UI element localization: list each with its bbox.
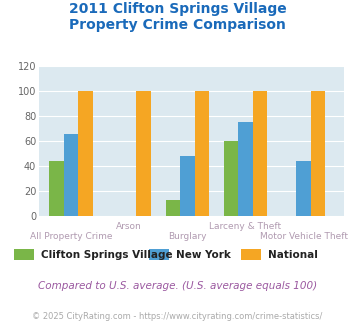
Bar: [311, 91, 326, 216]
Bar: [180, 156, 195, 216]
Text: National: National: [268, 250, 318, 260]
Bar: [64, 134, 78, 216]
Bar: [165, 200, 180, 216]
Text: © 2025 CityRating.com - https://www.cityrating.com/crime-statistics/: © 2025 CityRating.com - https://www.city…: [32, 312, 323, 321]
Bar: [238, 122, 253, 216]
Text: All Property Crime: All Property Crime: [30, 232, 112, 241]
Text: Burglary: Burglary: [168, 232, 207, 241]
Text: Clifton Springs Village: Clifton Springs Village: [41, 250, 173, 260]
Bar: [49, 161, 64, 216]
Text: Compared to U.S. average. (U.S. average equals 100): Compared to U.S. average. (U.S. average …: [38, 281, 317, 291]
Text: 2011 Clifton Springs Village
Property Crime Comparison: 2011 Clifton Springs Village Property Cr…: [69, 2, 286, 32]
Bar: [136, 91, 151, 216]
Bar: [224, 141, 238, 216]
Bar: [296, 161, 311, 216]
Text: Larceny & Theft: Larceny & Theft: [209, 222, 282, 231]
Bar: [195, 91, 209, 216]
Bar: [78, 91, 93, 216]
Text: Arson: Arson: [116, 222, 142, 231]
Text: New York: New York: [176, 250, 231, 260]
Bar: [253, 91, 267, 216]
Text: Motor Vehicle Theft: Motor Vehicle Theft: [260, 232, 348, 241]
